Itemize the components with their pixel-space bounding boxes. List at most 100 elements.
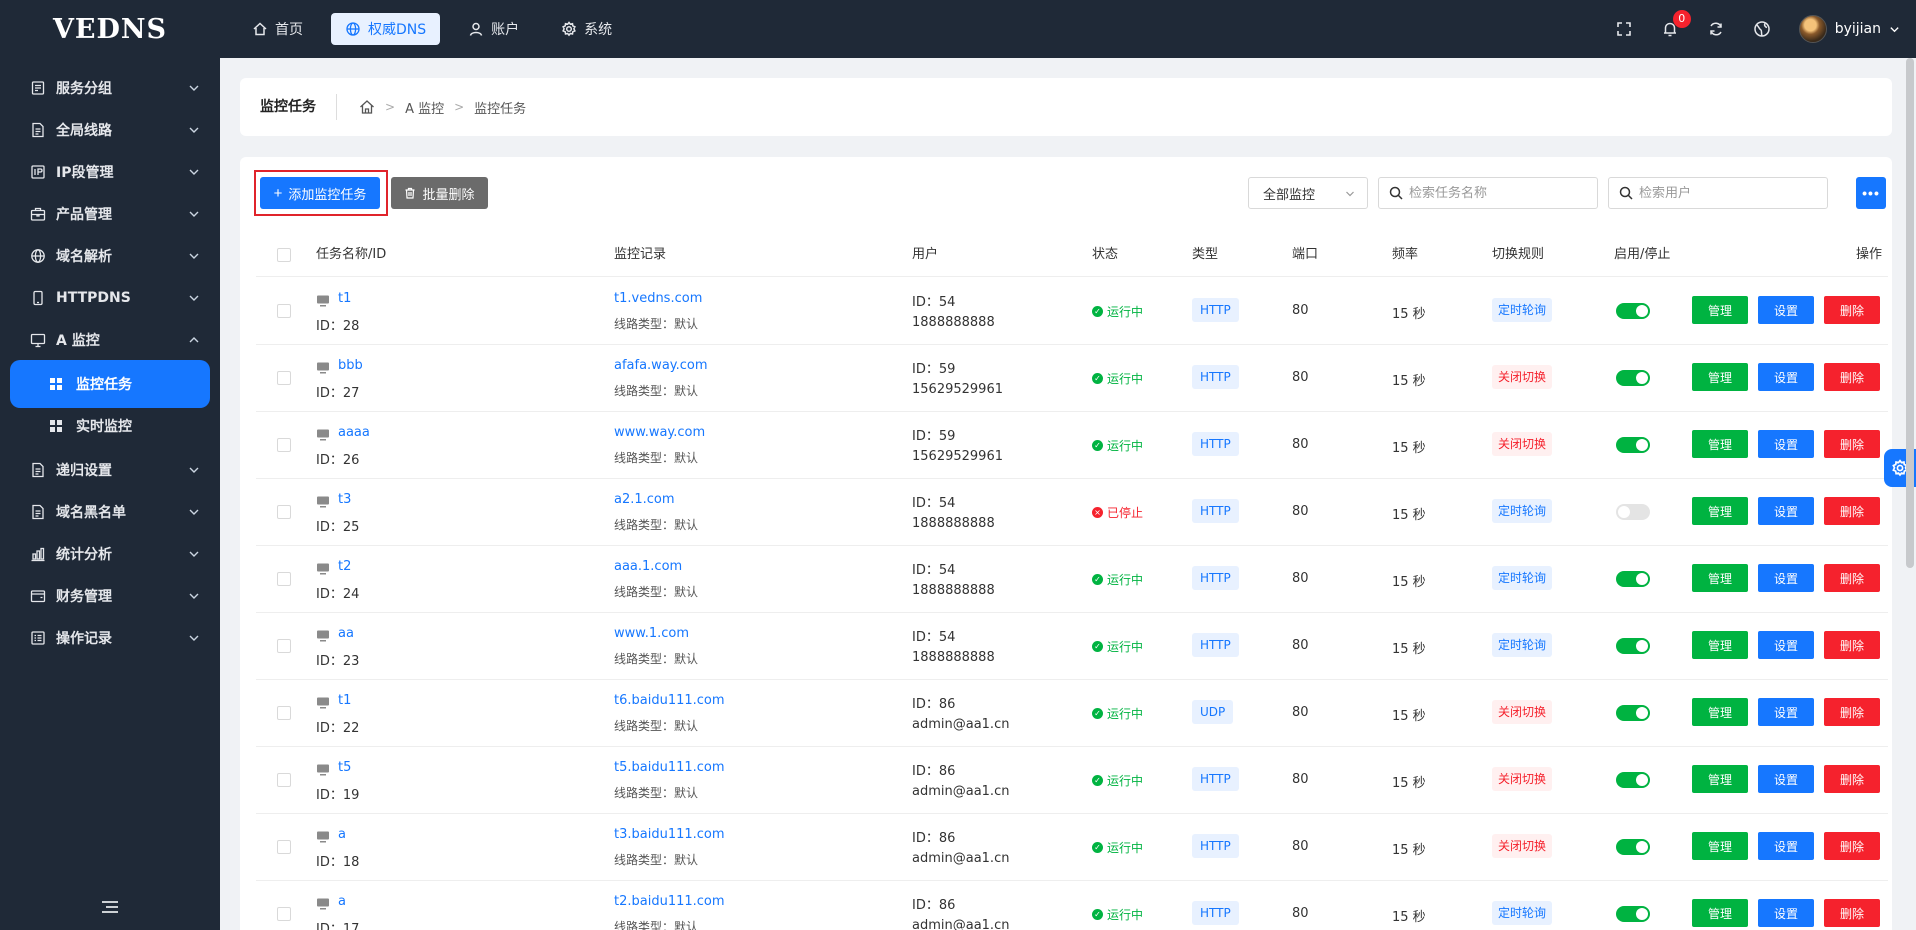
sidebar-subitem-monitor-tasks[interactable]: 监控任务 — [10, 360, 210, 408]
sidebar-item-domain-resolve[interactable]: 域名解析 — [0, 236, 220, 276]
task-name-link[interactable]: a — [338, 894, 346, 909]
row-checkbox[interactable] — [277, 773, 291, 787]
sidebar-item-statistics[interactable]: 统计分析 — [0, 534, 220, 574]
monitor-record-link[interactable]: t2.baidu111.com — [614, 894, 725, 909]
breadcrumb-item-monitor[interactable]: A 监控 — [405, 101, 445, 117]
task-name-link[interactable]: t1 — [338, 693, 352, 708]
delete-button[interactable]: 删除 — [1824, 765, 1880, 793]
row-checkbox[interactable] — [277, 639, 291, 653]
sidebar-item-recursion[interactable]: 递归设置 — [0, 450, 220, 490]
delete-button[interactable]: 删除 — [1824, 832, 1880, 860]
search-user-input[interactable] — [1639, 185, 1819, 201]
delete-button[interactable]: 删除 — [1824, 698, 1880, 726]
monitor-record-link[interactable]: www.way.com — [614, 425, 706, 440]
topnav-auth-dns[interactable]: 权威DNS — [331, 13, 441, 45]
settings-button[interactable]: 设置 — [1758, 430, 1814, 458]
sidebar-item-a-monitor[interactable]: A 监控 — [0, 320, 220, 360]
sidebar-item-domain-blacklist[interactable]: 域名黑名单 — [0, 492, 220, 532]
monitor-record-link[interactable]: t1.vedns.com — [614, 291, 703, 306]
monitor-record-link[interactable]: www.1.com — [614, 626, 690, 641]
row-checkbox[interactable] — [277, 304, 291, 318]
settings-button[interactable]: 设置 — [1758, 296, 1814, 324]
monitor-record-link[interactable]: t5.baidu111.com — [614, 760, 725, 775]
sidebar-item-operation-log[interactable]: 操作记录 — [0, 618, 220, 658]
delete-button[interactable]: 删除 — [1824, 564, 1880, 592]
task-name-link[interactable]: t5 — [338, 760, 352, 775]
monitor-record-link[interactable]: afafa.way.com — [614, 358, 708, 373]
app-logo[interactable]: VEDNS — [52, 13, 168, 45]
settings-button[interactable]: 设置 — [1758, 631, 1814, 659]
search-task-input[interactable] — [1409, 185, 1589, 201]
delete-button[interactable]: 删除 — [1824, 430, 1880, 458]
settings-button[interactable]: 设置 — [1758, 832, 1814, 860]
sidebar-item-httpdns[interactable]: HTTPDNS — [0, 278, 220, 318]
sidebar-item-ip-segment[interactable]: IP段管理 — [0, 152, 220, 192]
language-button[interactable] — [1753, 20, 1771, 38]
row-checkbox[interactable] — [277, 371, 291, 385]
manage-button[interactable]: 管理 — [1692, 698, 1748, 726]
sidebar-subitem-realtime-monitor[interactable]: 实时监控 — [10, 402, 210, 450]
delete-button[interactable]: 删除 — [1824, 363, 1880, 391]
settings-button[interactable]: 设置 — [1758, 899, 1814, 927]
task-name-link[interactable]: a — [338, 827, 346, 842]
enable-toggle[interactable] — [1616, 638, 1650, 654]
more-options-button[interactable]: ••• — [1856, 177, 1886, 209]
batch-delete-button[interactable]: 批量删除 — [391, 177, 488, 209]
notification-button[interactable]: 0 — [1661, 10, 1691, 38]
topnav-home[interactable]: 首页 — [238, 13, 317, 45]
delete-button[interactable]: 删除 — [1824, 497, 1880, 525]
settings-button[interactable]: 设置 — [1758, 497, 1814, 525]
task-name-link[interactable]: t2 — [338, 559, 352, 574]
sidebar-collapse-button[interactable] — [101, 900, 119, 914]
task-name-link[interactable]: t3 — [338, 492, 352, 507]
settings-button[interactable]: 设置 — [1758, 564, 1814, 592]
topnav-system[interactable]: 系统 — [547, 13, 626, 45]
sidebar-item-service-group[interactable]: 服务分组 — [0, 68, 220, 108]
row-checkbox[interactable] — [277, 706, 291, 720]
settings-button[interactable]: 设置 — [1758, 363, 1814, 391]
manage-button[interactable]: 管理 — [1692, 363, 1748, 391]
manage-button[interactable]: 管理 — [1692, 765, 1748, 793]
add-monitor-task-button[interactable]: + 添加监控任务 — [260, 177, 380, 209]
task-name-link[interactable]: t1 — [338, 291, 352, 306]
select-all-checkbox[interactable] — [277, 248, 291, 262]
enable-toggle[interactable] — [1616, 571, 1650, 587]
fullscreen-button[interactable] — [1615, 20, 1633, 38]
manage-button[interactable]: 管理 — [1692, 430, 1748, 458]
enable-toggle[interactable] — [1616, 772, 1650, 788]
task-name-link[interactable]: aaaa — [338, 425, 370, 440]
enable-toggle[interactable] — [1616, 906, 1650, 922]
manage-button[interactable]: 管理 — [1692, 296, 1748, 324]
task-name-link[interactable]: aa — [338, 626, 354, 641]
monitor-filter-select[interactable]: 全部监控 — [1248, 177, 1368, 209]
row-checkbox[interactable] — [277, 572, 291, 586]
row-checkbox[interactable] — [277, 840, 291, 854]
enable-toggle[interactable] — [1616, 839, 1650, 855]
sidebar-item-product[interactable]: 产品管理 — [0, 194, 220, 234]
sidebar-item-finance[interactable]: 财务管理 — [0, 576, 220, 616]
monitor-record-link[interactable]: t3.baidu111.com — [614, 827, 725, 842]
topnav-account[interactable]: 账户 — [454, 13, 533, 45]
manage-button[interactable]: 管理 — [1692, 631, 1748, 659]
settings-button[interactable]: 设置 — [1758, 698, 1814, 726]
enable-toggle[interactable] — [1616, 370, 1650, 386]
row-checkbox[interactable] — [277, 505, 291, 519]
manage-button[interactable]: 管理 — [1692, 564, 1748, 592]
enable-toggle[interactable] — [1616, 705, 1650, 721]
monitor-record-link[interactable]: aaa.1.com — [614, 559, 683, 574]
enable-toggle[interactable] — [1616, 437, 1650, 453]
delete-button[interactable]: 删除 — [1824, 631, 1880, 659]
manage-button[interactable]: 管理 — [1692, 832, 1748, 860]
manage-button[interactable]: 管理 — [1692, 497, 1748, 525]
home-icon[interactable] — [359, 99, 375, 115]
delete-button[interactable]: 删除 — [1824, 899, 1880, 927]
monitor-record-link[interactable]: a2.1.com — [614, 492, 675, 507]
sidebar-item-global-line[interactable]: 全局线路 — [0, 110, 220, 150]
monitor-record-link[interactable]: t6.baidu111.com — [614, 693, 725, 708]
manage-button[interactable]: 管理 — [1692, 899, 1748, 927]
settings-button[interactable]: 设置 — [1758, 765, 1814, 793]
enable-toggle[interactable] — [1616, 504, 1650, 520]
row-checkbox[interactable] — [277, 907, 291, 921]
page-scrollbar[interactable] — [1906, 58, 1914, 568]
delete-button[interactable]: 删除 — [1824, 296, 1880, 324]
